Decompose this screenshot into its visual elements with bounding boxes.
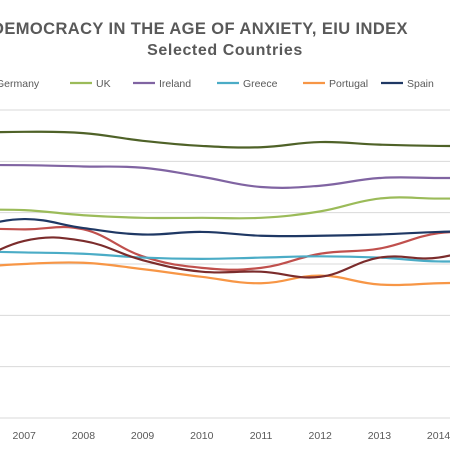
legend-item-spain: Spain — [381, 78, 434, 90]
legend-item-greece: Greece — [217, 78, 278, 90]
x-tick-label: 2013 — [368, 430, 392, 442]
series-layer — [0, 130, 450, 287]
series-line-greece — [0, 250, 450, 263]
series-line-uk — [0, 196, 450, 220]
legend-label: Portugal — [329, 78, 368, 90]
x-tick-label: 2012 — [309, 430, 333, 442]
legend-label: Spain — [407, 78, 434, 90]
x-tick-label: 2014 — [427, 430, 450, 442]
x-tick-label: 2010 — [190, 430, 214, 442]
x-axis-ticks: 2006200720082009201020112012201320142015 — [13, 430, 450, 442]
legend-label: Greece — [243, 78, 278, 90]
chart-subtitle: Selected Countries — [147, 42, 303, 59]
series-line-italy — [0, 236, 450, 279]
legend-item-portugal: Portugal — [303, 78, 368, 90]
x-tick-label: 2008 — [72, 430, 96, 442]
series-line-spain — [0, 217, 450, 238]
legend-label: UK — [96, 78, 111, 90]
x-tick-label: 2007 — [13, 430, 37, 442]
legend-item-germany: Germany — [0, 78, 40, 90]
x-tick-label: 2011 — [250, 430, 273, 442]
legend-label: Germany — [0, 78, 40, 90]
series-line-portugal — [0, 261, 450, 287]
legend-item-ireland: Ireland — [133, 78, 191, 90]
x-tick-label: 2009 — [131, 430, 155, 442]
series-line-ireland — [0, 163, 450, 189]
gridlines — [0, 109, 450, 419]
legend: FranceGermanyUKIrelandGreecePortugalSpai… — [0, 78, 434, 90]
series-line-germany — [0, 130, 450, 149]
chart-title: DEMOCRACY IN THE AGE OF ANXIETY, EIU IND… — [0, 20, 408, 38]
series-line-france — [0, 225, 450, 271]
legend-label: Ireland — [159, 78, 191, 90]
legend-item-uk: UK — [70, 78, 111, 90]
